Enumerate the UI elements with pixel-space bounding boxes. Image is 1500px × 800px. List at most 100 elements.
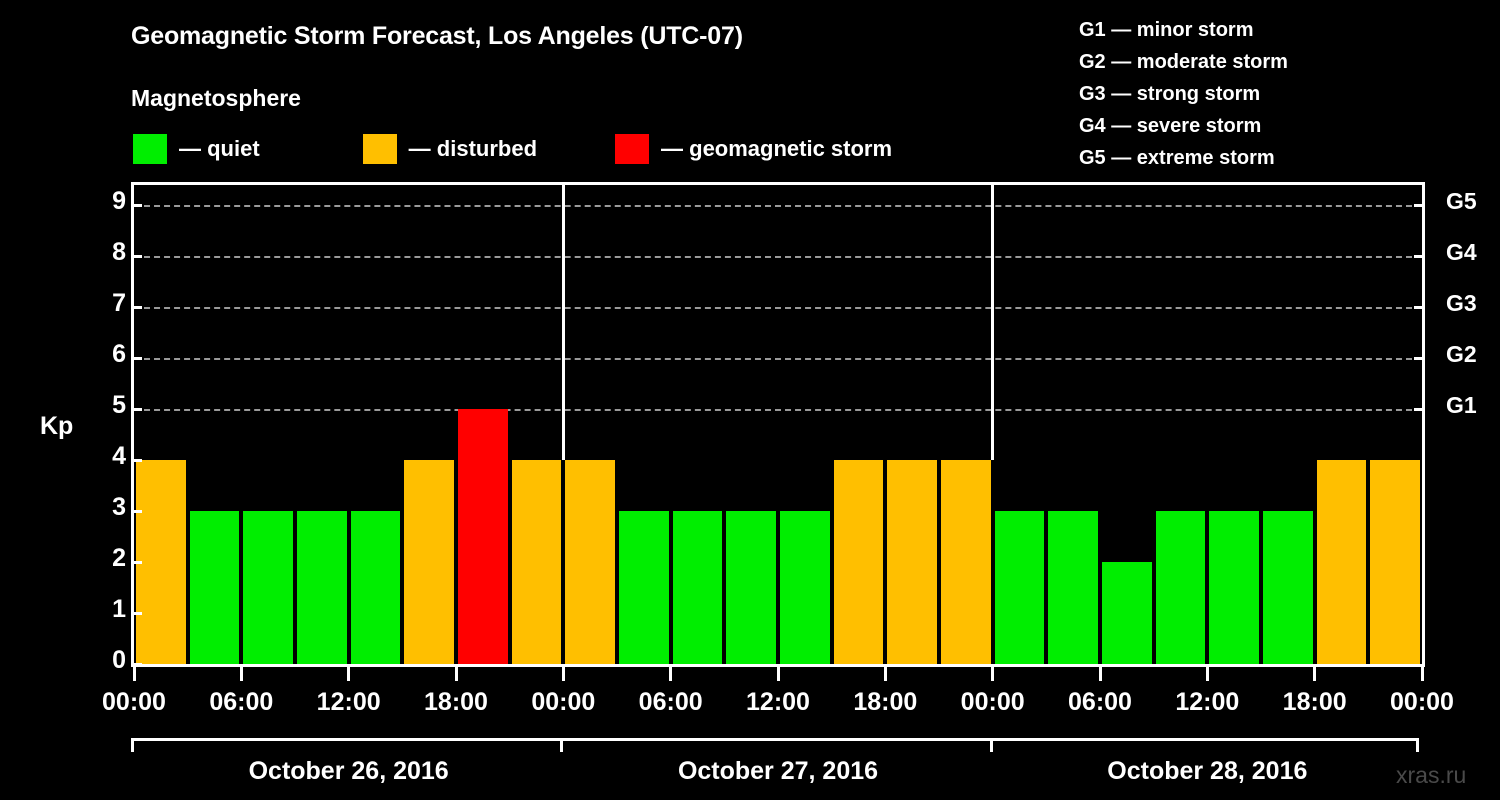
date-bracket-line: [131, 738, 561, 741]
y-tick-mark: [131, 611, 142, 615]
x-tick-label: 00:00: [531, 688, 596, 716]
kp-bar: [189, 511, 240, 664]
kp-bar: [404, 460, 454, 664]
y-tick-label: 0: [112, 646, 126, 674]
x-tick-label: 18:00: [853, 688, 918, 716]
x-tick-label: 06:00: [209, 688, 274, 716]
x-tick-mark: [1313, 667, 1317, 681]
g-tick-label: G2: [1446, 341, 1477, 368]
y-tick-label: 7: [112, 289, 126, 318]
kp-bar: [1316, 460, 1367, 664]
x-tick-mark: [1205, 667, 1209, 681]
x-tick-label: 12:00: [316, 688, 381, 716]
magnetosphere-legend: — quiet — disturbed — geomagnetic storm: [133, 134, 892, 164]
g-tick-label: G1: [1446, 392, 1477, 419]
x-tick-mark: [454, 667, 458, 681]
y-tick-label: 1: [112, 595, 126, 624]
date-label: October 26, 2016: [248, 757, 449, 785]
gridline: [134, 256, 1422, 259]
kp-bar: [1263, 511, 1313, 664]
g-tick-label: G4: [1446, 239, 1477, 266]
magnetosphere-label: Magnetosphere: [131, 85, 301, 111]
y-tick-mark: [131, 407, 142, 411]
kp-bar: [297, 511, 347, 664]
kp-bar: [458, 409, 508, 664]
watermark: xras.ru: [1396, 762, 1467, 788]
x-tick-mark: [561, 667, 565, 681]
kp-bar: [887, 460, 937, 664]
g-tick-mark: [1414, 305, 1425, 309]
legend-label-disturbed: — disturbed: [408, 136, 538, 161]
plot-inner: [134, 185, 1422, 664]
y-tick-label: 8: [112, 238, 126, 267]
g-scale-row: G3 — strong storm: [1079, 83, 1261, 105]
kp-bar: [833, 460, 884, 664]
date-bracket-tick: [989, 738, 993, 752]
kp-bar: [243, 511, 293, 664]
page-title: Geomagnetic Storm Forecast, Los Angeles …: [131, 22, 743, 50]
legend-item-quiet: — quiet: [133, 134, 260, 164]
x-tick-mark: [132, 667, 136, 681]
x-tick-label: 00:00: [960, 688, 1025, 716]
kp-bar: [672, 511, 723, 664]
g-axis-labels: G1 G2 G3 G4 G5: [1446, 182, 1500, 667]
x-tick-mark: [991, 667, 995, 681]
gridline: [134, 307, 1422, 310]
kp-bar: [1370, 460, 1420, 664]
day-divider: [991, 185, 995, 461]
kp-bar: [1209, 511, 1259, 664]
date-label: October 28, 2016: [1107, 757, 1308, 785]
y-tick-mark: [131, 560, 142, 564]
y-tick-mark: [131, 254, 142, 258]
y-tick-label: 3: [112, 493, 126, 522]
kp-bar: [1048, 511, 1098, 664]
x-tick-label: 06:00: [1068, 688, 1132, 716]
x-tick-label: 00:00: [1390, 688, 1454, 716]
y-axis-labels: 0 1 2 3 4 5 6 7 8 9: [38, 182, 126, 673]
x-tick-label: 18:00: [1282, 688, 1347, 716]
kp-bar: [511, 460, 562, 664]
x-tick-label: 12:00: [1175, 688, 1240, 716]
g-tick-label: G5: [1446, 188, 1477, 215]
kp-bar: [726, 511, 776, 664]
x-tick-mark: [883, 667, 887, 681]
kp-bar: [619, 511, 669, 664]
y-tick-mark: [131, 509, 142, 513]
kp-bar: [136, 460, 186, 664]
g-tick-mark: [1414, 407, 1425, 411]
disturbed-swatch: [362, 134, 397, 164]
y-tick-label: 5: [112, 391, 126, 420]
date-brackets: [131, 738, 1425, 752]
y-tick-label: 2: [112, 544, 126, 573]
y-tick-label: 6: [112, 340, 126, 369]
kp-bar: [1155, 511, 1206, 664]
date-bracket-tick: [131, 738, 134, 752]
legend-item-disturbed: — disturbed: [362, 134, 538, 164]
g-scale-row: G4 — severe storm: [1079, 115, 1262, 137]
day-divider: [561, 185, 565, 461]
gridline: [134, 205, 1422, 208]
date-label: October 27, 2016: [677, 757, 879, 785]
kp-bar-partial: [1424, 511, 1425, 664]
kp-bar: [1102, 562, 1152, 664]
g-scale-row: G2 — moderate storm: [1079, 51, 1288, 73]
y-tick-mark: [131, 458, 142, 462]
date-bracket-line: [989, 738, 1419, 741]
kp-bar: [994, 511, 1045, 664]
g-tick-mark: [1414, 203, 1425, 207]
g-tick-mark: [1414, 356, 1425, 360]
g-tick-label: G3: [1446, 290, 1477, 317]
legend-label-storm: — geomagnetic storm: [661, 136, 893, 161]
kp-bar: [565, 460, 615, 664]
x-tick-mark: [776, 667, 780, 681]
date-bracket-line: [560, 738, 990, 741]
x-tick-mark: [347, 667, 351, 681]
quiet-swatch: [133, 134, 167, 164]
y-axis-title: Kp: [40, 412, 74, 440]
x-tick-label: 00:00: [102, 688, 166, 716]
x-tick-mark: [669, 667, 673, 681]
bars-layer: [134, 185, 1422, 664]
x-tick-label: 12:00: [746, 688, 810, 716]
y-tick-mark: [131, 305, 142, 309]
y-tick-mark: [131, 356, 142, 360]
